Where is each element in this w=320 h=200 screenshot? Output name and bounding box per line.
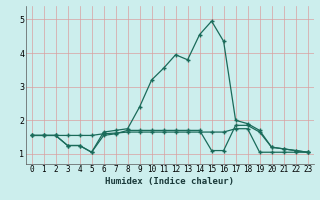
X-axis label: Humidex (Indice chaleur): Humidex (Indice chaleur): [105, 177, 234, 186]
